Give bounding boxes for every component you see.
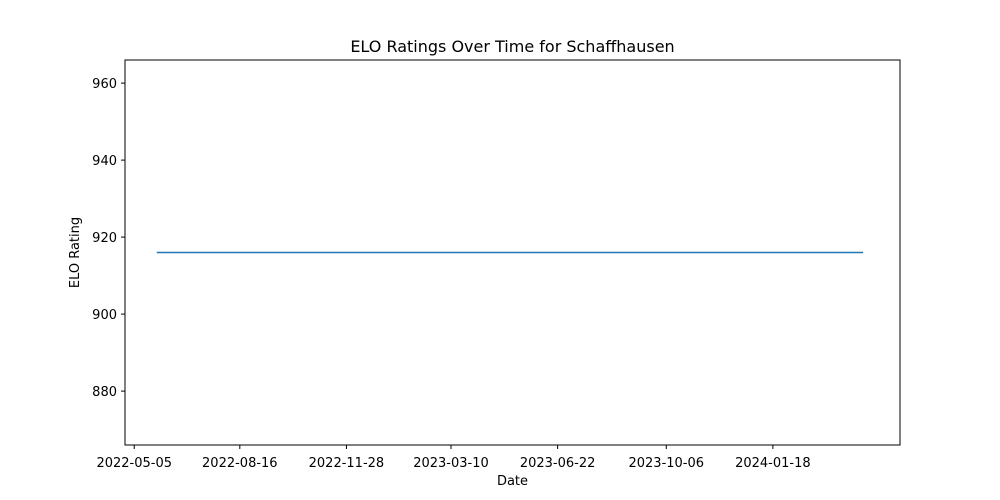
y-tick-label: 940 [92, 154, 117, 169]
y-axis-label: ELO Rating [68, 217, 83, 288]
y-tick-label: 900 [92, 308, 117, 323]
x-tick-label: 2024-01-18 [735, 456, 811, 471]
y-axis-ticks: 880 900 920 940 960 [92, 77, 125, 400]
x-tick-label: 2022-05-05 [96, 456, 172, 471]
y-tick-label: 880 [92, 385, 117, 400]
x-tick-label: 2023-03-10 [413, 456, 489, 471]
y-tick-label: 960 [92, 77, 117, 92]
x-tick-label: 2023-06-22 [520, 456, 596, 471]
x-axis-ticks: 2022-05-05 2022-08-16 2022-11-28 2023-03-10… [96, 445, 811, 471]
x-tick-label: 2022-11-28 [309, 456, 385, 471]
chart-title: ELO Ratings Over Time for Schaffhausen [350, 37, 674, 56]
x-axis-label: Date [497, 474, 528, 489]
y-tick-label: 920 [92, 231, 117, 246]
x-tick-label: 2022-08-16 [202, 456, 278, 471]
plot-area-frame [124, 59, 901, 446]
x-tick-label: 2023-10-06 [628, 456, 704, 471]
